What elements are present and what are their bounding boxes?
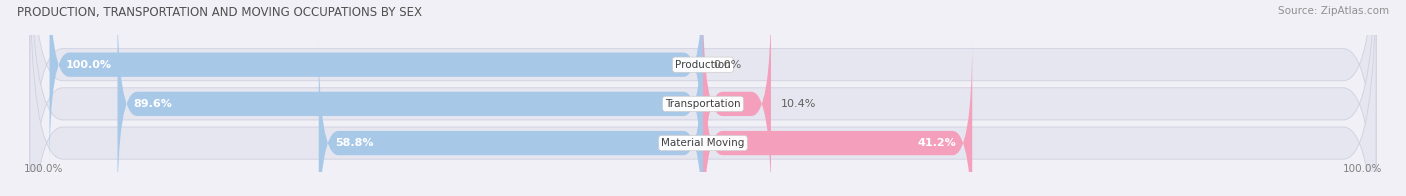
FancyBboxPatch shape xyxy=(118,0,703,196)
Text: Transportation: Transportation xyxy=(665,99,741,109)
Text: 100.0%: 100.0% xyxy=(66,60,112,70)
Text: 89.6%: 89.6% xyxy=(134,99,173,109)
Text: Production: Production xyxy=(675,60,731,70)
FancyBboxPatch shape xyxy=(703,38,972,196)
Text: 100.0%: 100.0% xyxy=(1343,163,1382,174)
FancyBboxPatch shape xyxy=(319,38,703,196)
Text: 41.2%: 41.2% xyxy=(917,138,956,148)
Text: Source: ZipAtlas.com: Source: ZipAtlas.com xyxy=(1278,6,1389,16)
Text: 0.0%: 0.0% xyxy=(713,60,741,70)
FancyBboxPatch shape xyxy=(30,0,1376,196)
Text: Material Moving: Material Moving xyxy=(661,138,745,148)
Text: 58.8%: 58.8% xyxy=(335,138,374,148)
FancyBboxPatch shape xyxy=(703,0,770,196)
Text: 100.0%: 100.0% xyxy=(24,163,63,174)
Text: 10.4%: 10.4% xyxy=(780,99,815,109)
FancyBboxPatch shape xyxy=(30,0,1376,196)
FancyBboxPatch shape xyxy=(49,0,703,170)
Text: PRODUCTION, TRANSPORTATION AND MOVING OCCUPATIONS BY SEX: PRODUCTION, TRANSPORTATION AND MOVING OC… xyxy=(17,6,422,19)
FancyBboxPatch shape xyxy=(30,0,1376,196)
